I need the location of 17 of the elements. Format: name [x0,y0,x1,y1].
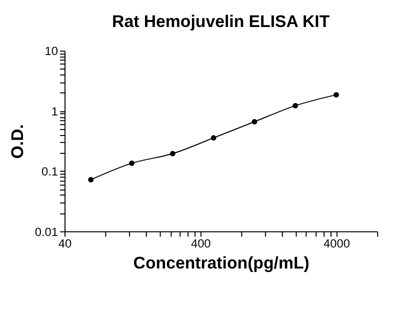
y-tick-label: 10 [44,44,58,58]
x-tick-label: 40 [58,236,72,251]
point [334,92,339,98]
x-tick-label: 400 [190,236,212,251]
point [252,119,258,124]
y-axis-title: O.D. [8,124,27,159]
x-tick-label: 4000 [324,236,350,251]
point [88,176,94,182]
y-tick-label: 1 [51,104,58,118]
y-tick-label: 0.01 [34,224,58,239]
x-axis-title: Concentration(pg/mL) [133,254,310,273]
point [292,102,298,108]
point [129,160,134,166]
point [210,135,216,141]
chart-title: Rat Hemojuvelin ELISA KIT [112,12,330,31]
point [170,150,176,156]
y-tick-label: 0.1 [42,164,58,179]
